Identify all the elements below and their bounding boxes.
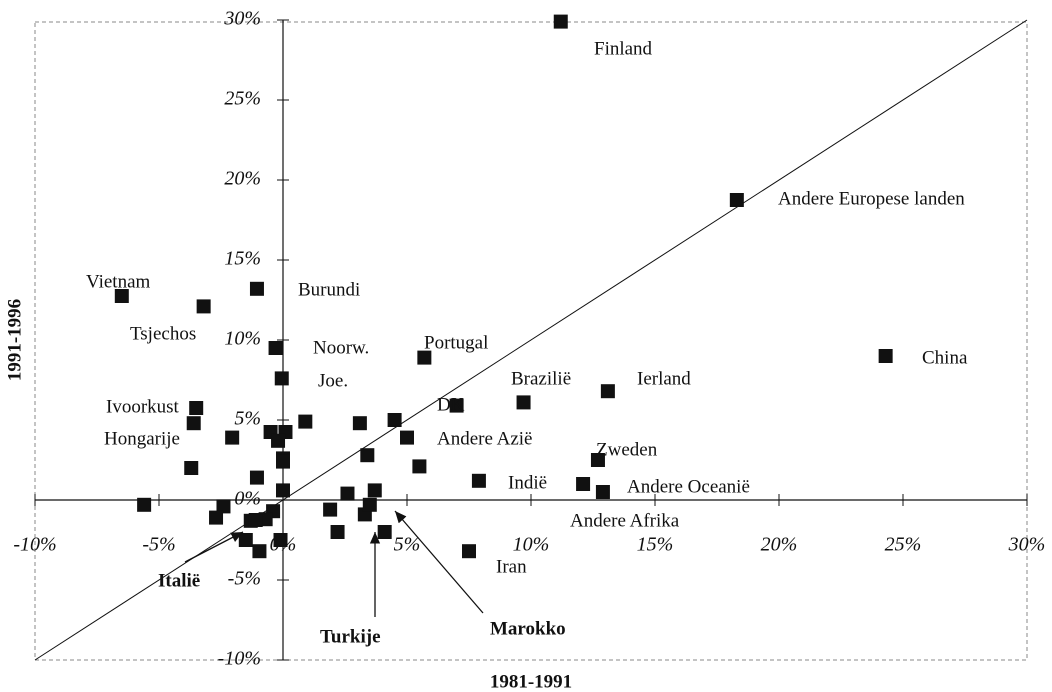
annotation: Ierland [637,368,691,389]
point [412,459,427,474]
point [184,461,199,475]
y-axis-title: 1991-1996 [4,299,25,381]
y-tick-label: 30% [223,8,261,30]
annotation: Joe. [318,370,348,391]
y-tick-label: -10% [218,648,261,670]
point [196,299,211,314]
annotation: Burundi [298,279,360,300]
annotation: Zweden [596,439,658,460]
point [252,544,267,559]
x-axis-title: 1981-1991 [490,671,572,692]
plot-frame [34,21,1028,661]
x-tick-label: 10% [513,534,550,556]
annotation: Brazilië [511,368,571,389]
diagonal [34,19,1028,661]
annotation: Finland [594,38,653,59]
point [209,510,224,525]
x-tick-label: 25% [885,534,922,556]
y-tick-label: 10% [224,328,261,350]
point [274,371,289,386]
y-tick-label: 20% [224,168,261,190]
point [352,416,367,431]
point [360,448,375,463]
annotation: Andere Europese landen [778,188,965,209]
point [114,289,129,303]
point [238,533,253,547]
point [387,413,402,427]
point [340,486,355,501]
point [471,473,486,488]
x-tick-label: 15% [637,534,674,556]
annotation: China [922,347,968,368]
point [516,395,531,410]
annotation: Hongarije [104,428,180,449]
point [553,14,568,29]
annotation: Andere Azië [437,428,532,449]
annotation: Iran [496,556,527,577]
point [276,454,290,469]
point [271,433,286,448]
x-tick-label: 30% [1008,534,1046,556]
point [276,483,290,498]
annotation: Andere Oceanië [627,476,750,497]
x-tick-label: 20% [761,534,798,556]
annotation: Andere Afrika [570,510,680,531]
point [249,281,264,296]
point [323,502,338,517]
annotation-arrow [394,510,484,614]
point [595,485,610,499]
y-tick-label: 15% [224,248,261,270]
point [186,416,201,431]
point [216,499,231,514]
x-tick-label: 5% [394,534,421,556]
annotation-arrow [184,531,244,563]
point [273,533,288,547]
point [330,525,345,539]
annotation: Indië [508,472,547,493]
y-tick-label: -5% [228,568,261,590]
y-tick-label: 5% [234,408,261,430]
point [298,414,313,429]
x-tick-label: -5% [142,534,175,556]
y-tick-label: 0% [234,488,261,510]
y-tick-label: 25% [224,88,261,110]
annotation: Ivoorkust [106,396,180,417]
point [189,401,204,415]
point [729,193,744,207]
point [600,384,615,399]
point [590,453,605,467]
annotation: Tsjechos [130,323,196,344]
point [248,513,263,527]
annotation: Vietnam [86,271,151,292]
annotation: DK [437,394,465,415]
point [367,483,382,498]
point [377,525,392,539]
point [576,477,591,491]
point [268,341,283,355]
point [137,497,152,512]
annotation: Italië [158,570,200,591]
point [462,544,476,559]
point [362,497,377,512]
point [878,349,893,363]
point [449,398,464,413]
point [225,430,240,445]
annotation: Portugal [424,332,488,353]
x-tick-label: -10% [13,534,56,556]
annotation: Turkije [320,626,381,647]
annotation: Noorw. [313,337,369,358]
point [400,430,414,445]
point [417,350,432,365]
point [249,470,264,485]
annotation: Marokko [490,618,566,639]
